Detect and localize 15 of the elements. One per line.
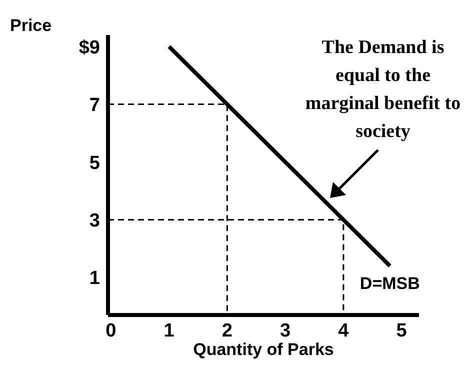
x-tick-label: 0 <box>106 320 116 342</box>
y-tick-label: 3 <box>89 210 100 232</box>
x-tick-label: 4 <box>338 320 350 342</box>
y-tick-label: $9 <box>78 37 100 58</box>
x-tick-label: 1 <box>164 320 175 342</box>
x-tick-label: 3 <box>280 320 291 342</box>
x-tick-label: 5 <box>396 320 408 342</box>
x-axis-title: Quantity of Parks <box>193 340 334 359</box>
y-tick-label: 7 <box>89 95 100 116</box>
annotation: The Demand is equal to the marginal benefit to society <box>304 36 462 144</box>
annotation: D=MSB <box>360 274 420 294</box>
y-tick-label: 5 <box>89 152 100 174</box>
y-tick-label: 1 <box>89 268 100 290</box>
x-tick-label: 2 <box>222 320 232 342</box>
y-axis-title: Price <box>10 16 52 36</box>
